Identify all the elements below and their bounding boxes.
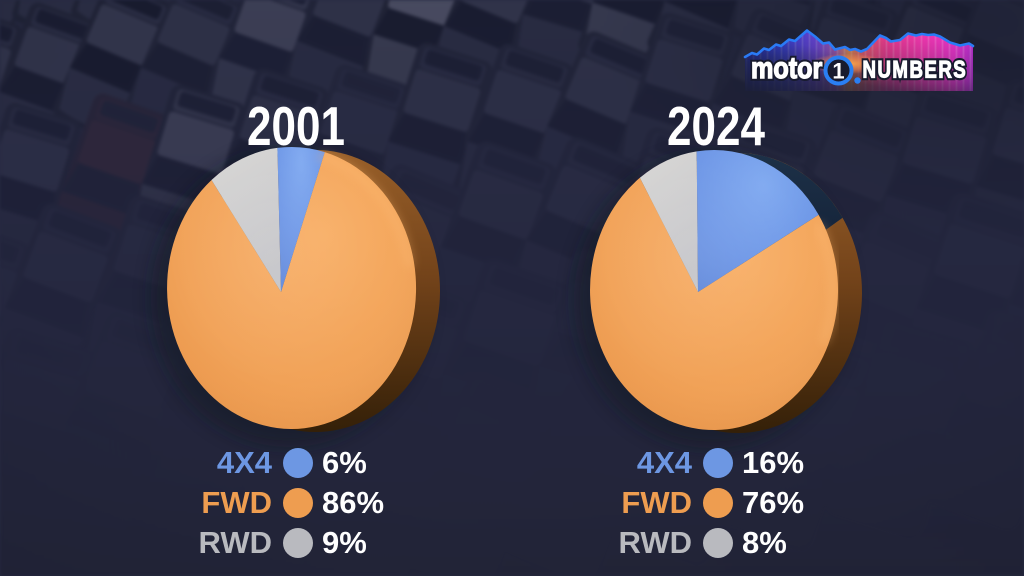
svg-text:motor: motor (751, 51, 823, 85)
svg-text:1: 1 (832, 59, 844, 84)
svg-text:motor: motor (751, 51, 823, 85)
svg-text:NUMBERS: NUMBERS (863, 55, 968, 83)
svg-text:NUMBERS: NUMBERS (863, 55, 968, 83)
